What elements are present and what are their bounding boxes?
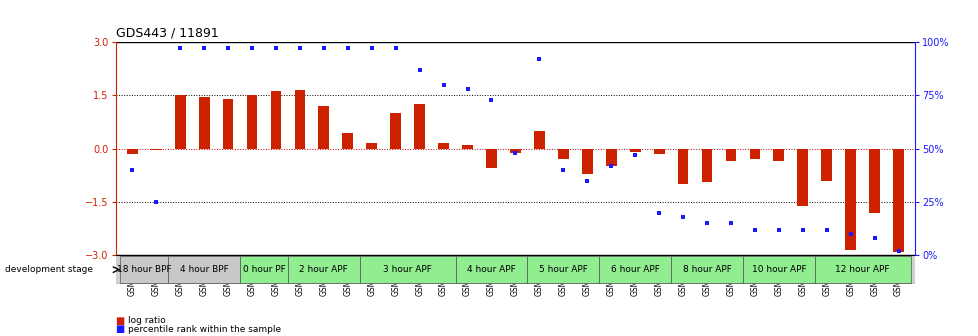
- Text: 4 hour APF: 4 hour APF: [467, 265, 515, 274]
- Bar: [599, 256, 670, 283]
- Bar: [773, 149, 783, 161]
- Bar: [510, 149, 520, 153]
- Text: 0 hour PF: 0 hour PF: [243, 265, 285, 274]
- Bar: [390, 113, 401, 149]
- Text: GDS443 / 11891: GDS443 / 11891: [115, 27, 218, 39]
- Bar: [821, 149, 831, 181]
- Bar: [127, 149, 138, 154]
- Bar: [670, 256, 742, 283]
- Bar: [366, 143, 377, 149]
- Bar: [797, 149, 808, 206]
- Text: 12 hour APF: 12 hour APF: [834, 265, 889, 274]
- Bar: [742, 256, 814, 283]
- Bar: [814, 256, 910, 283]
- Bar: [677, 149, 688, 184]
- Bar: [892, 149, 903, 252]
- Bar: [360, 256, 455, 283]
- Text: 5 hour APF: 5 hour APF: [538, 265, 587, 274]
- Text: 6 hour APF: 6 hour APF: [610, 265, 659, 274]
- Bar: [605, 149, 616, 166]
- Bar: [151, 149, 161, 151]
- Text: percentile rank within the sample: percentile rank within the sample: [128, 325, 281, 334]
- Text: ■: ■: [115, 324, 124, 334]
- Bar: [725, 149, 735, 161]
- Bar: [557, 149, 568, 159]
- Bar: [653, 149, 664, 154]
- Text: development stage: development stage: [5, 265, 93, 274]
- Text: 4 hour BPF: 4 hour BPF: [180, 265, 228, 274]
- Bar: [240, 256, 288, 283]
- Bar: [868, 149, 879, 213]
- Bar: [533, 131, 544, 149]
- Bar: [527, 256, 599, 283]
- Bar: [486, 149, 497, 168]
- Bar: [246, 95, 257, 149]
- Bar: [175, 95, 186, 149]
- Bar: [199, 97, 209, 149]
- Bar: [414, 104, 424, 149]
- Text: 18 hour BPF: 18 hour BPF: [116, 265, 171, 274]
- Bar: [438, 143, 449, 149]
- Bar: [342, 133, 353, 149]
- Text: 3 hour APF: 3 hour APF: [382, 265, 431, 274]
- Bar: [581, 149, 592, 174]
- Text: log ratio: log ratio: [128, 317, 166, 325]
- Text: ■: ■: [115, 316, 124, 326]
- Bar: [288, 256, 360, 283]
- Bar: [844, 149, 855, 250]
- Bar: [318, 106, 329, 149]
- Text: 8 hour APF: 8 hour APF: [682, 265, 731, 274]
- Bar: [270, 91, 281, 149]
- Bar: [222, 99, 233, 149]
- Bar: [462, 145, 472, 149]
- Bar: [168, 256, 240, 283]
- Text: 10 hour APF: 10 hour APF: [751, 265, 805, 274]
- Bar: [120, 256, 168, 283]
- Bar: [294, 90, 305, 149]
- Bar: [701, 149, 712, 182]
- Bar: [749, 149, 760, 159]
- Bar: [629, 149, 640, 152]
- Text: 2 hour APF: 2 hour APF: [299, 265, 348, 274]
- Bar: [455, 256, 527, 283]
